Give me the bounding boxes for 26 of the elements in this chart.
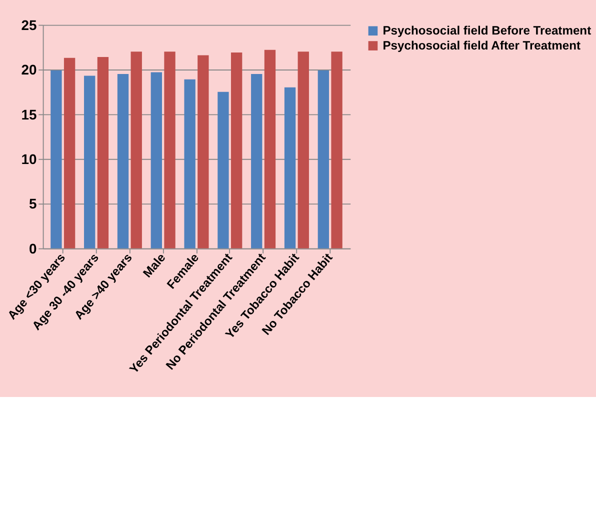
legend-label: Psychosocial field After Treatment xyxy=(382,38,581,52)
y-tick-label: 15 xyxy=(21,106,38,122)
bar xyxy=(298,52,309,248)
y-tick-label: 20 xyxy=(21,62,38,78)
bar xyxy=(84,76,96,248)
y-tick-label: 0 xyxy=(29,240,38,256)
y-tick-label: 25 xyxy=(21,16,38,33)
bar xyxy=(117,74,129,248)
y-tick-label: 5 xyxy=(29,196,38,212)
y-tick-label: 10 xyxy=(21,151,38,168)
bar xyxy=(264,50,276,248)
bar xyxy=(230,52,242,248)
bar xyxy=(164,52,176,248)
bar xyxy=(64,58,76,248)
bar xyxy=(97,57,109,248)
bar xyxy=(218,92,229,248)
bar xyxy=(198,55,209,248)
bar xyxy=(318,70,330,248)
bar xyxy=(130,52,142,248)
bar xyxy=(150,72,162,248)
legend-label: Psychosocial field Before Treatment xyxy=(382,24,592,38)
bar xyxy=(331,52,342,248)
bar xyxy=(50,70,62,248)
bar xyxy=(284,87,296,248)
bar xyxy=(251,74,262,248)
bar xyxy=(184,79,196,248)
